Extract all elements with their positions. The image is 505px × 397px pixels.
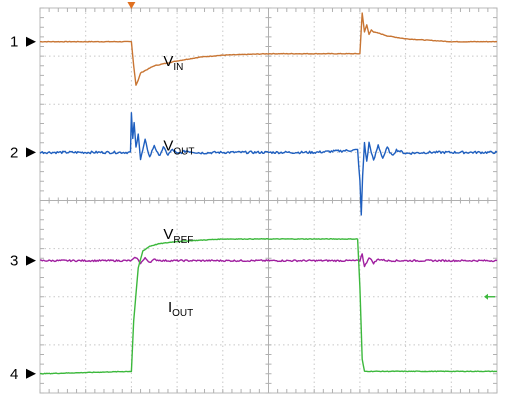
- series-line-2: [39, 112, 498, 216]
- grid: [39, 7, 498, 394]
- trace-label-3: VREF: [163, 226, 193, 246]
- series-line-1: [39, 12, 498, 86]
- trigger-marker: [127, 2, 495, 300]
- trace-label-4: IOUT: [168, 299, 193, 319]
- channel-arrow-3: [26, 255, 36, 266]
- channel-markers: 1 2 3 4: [10, 34, 36, 383]
- series-line-3: [39, 253, 498, 268]
- series-line-4: [40, 238, 498, 375]
- channel-number-2: 2: [10, 144, 18, 161]
- trigger-time-marker: [127, 2, 136, 9]
- channel-number-1: 1: [10, 34, 18, 51]
- trace-labels: VIN VOUT VREF IOUT: [163, 53, 194, 319]
- channel-arrow-2: [26, 147, 36, 158]
- channel-number-4: 4: [10, 366, 18, 383]
- channel-number-3: 3: [10, 253, 18, 270]
- trigger-level-arrow: [484, 293, 488, 300]
- trace-label-2: VOUT: [163, 137, 194, 157]
- channel-arrow-1: [26, 36, 36, 47]
- traces: [39, 12, 498, 375]
- channel-arrow-4: [26, 368, 36, 379]
- trace-label-1: VIN: [163, 53, 183, 73]
